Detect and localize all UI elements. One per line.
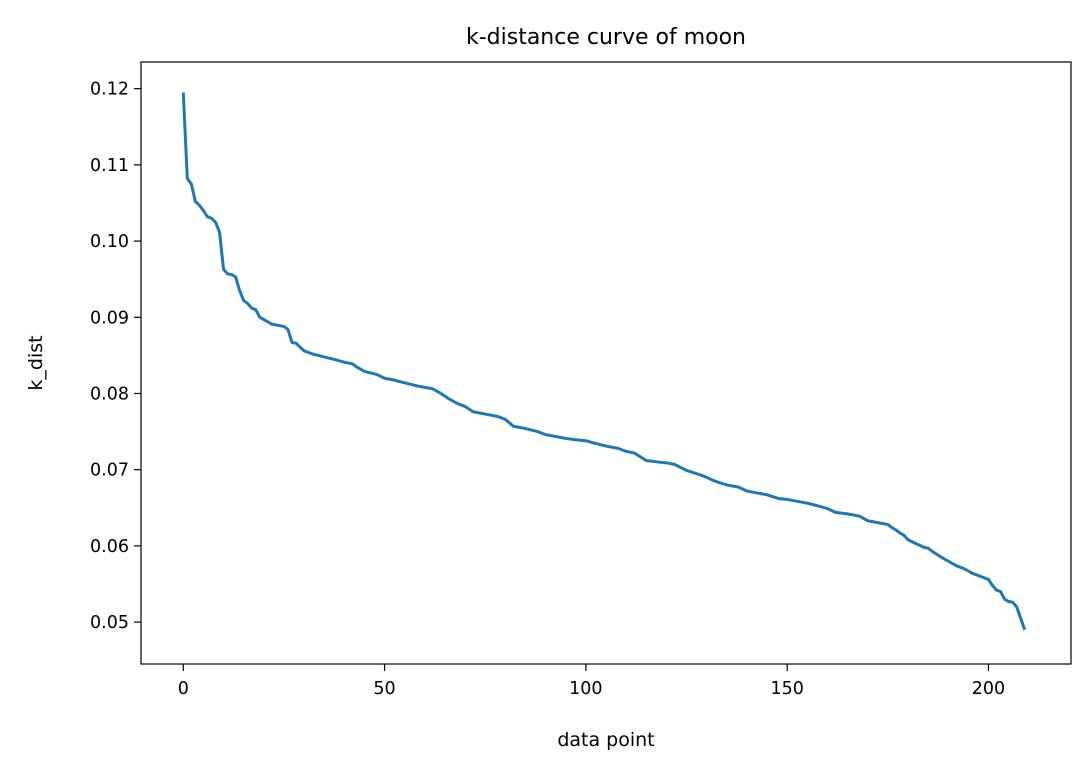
plot-area: 0 50 100 150 200 0.05 0.06 0.07 0.08 0.09 0.10 0.1… bbox=[90, 61, 1072, 699]
x-axis: 0 50 100 150 200 bbox=[178, 664, 1005, 699]
x-tick-label: 0 bbox=[178, 679, 189, 699]
axes-frame bbox=[140, 61, 1072, 665]
x-tick-label: 150 bbox=[770, 679, 803, 699]
x-axis-label: data point bbox=[557, 729, 654, 751]
y-tick-label: 0.09 bbox=[90, 308, 129, 328]
y-axis-label: k_dist bbox=[25, 335, 47, 390]
chart-title: k-distance curve of moon bbox=[466, 25, 746, 50]
x-tick-label: 100 bbox=[569, 679, 602, 699]
x-tick-label: 200 bbox=[972, 679, 1005, 699]
y-tick-label: 0.11 bbox=[90, 156, 129, 176]
y-tick-label: 0.06 bbox=[90, 537, 129, 557]
x-tick-label: 50 bbox=[373, 679, 395, 699]
y-tick-label: 0.05 bbox=[90, 613, 129, 633]
y-tick-label: 0.07 bbox=[90, 461, 129, 481]
y-tick-label: 0.12 bbox=[90, 80, 129, 100]
y-axis: 0.05 0.06 0.07 0.08 0.09 0.10 0.11 0.12 bbox=[90, 80, 141, 633]
y-tick-label: 0.08 bbox=[90, 384, 129, 404]
series-line-k-dist bbox=[181, 92, 1027, 631]
y-tick-label: 0.10 bbox=[90, 232, 129, 252]
